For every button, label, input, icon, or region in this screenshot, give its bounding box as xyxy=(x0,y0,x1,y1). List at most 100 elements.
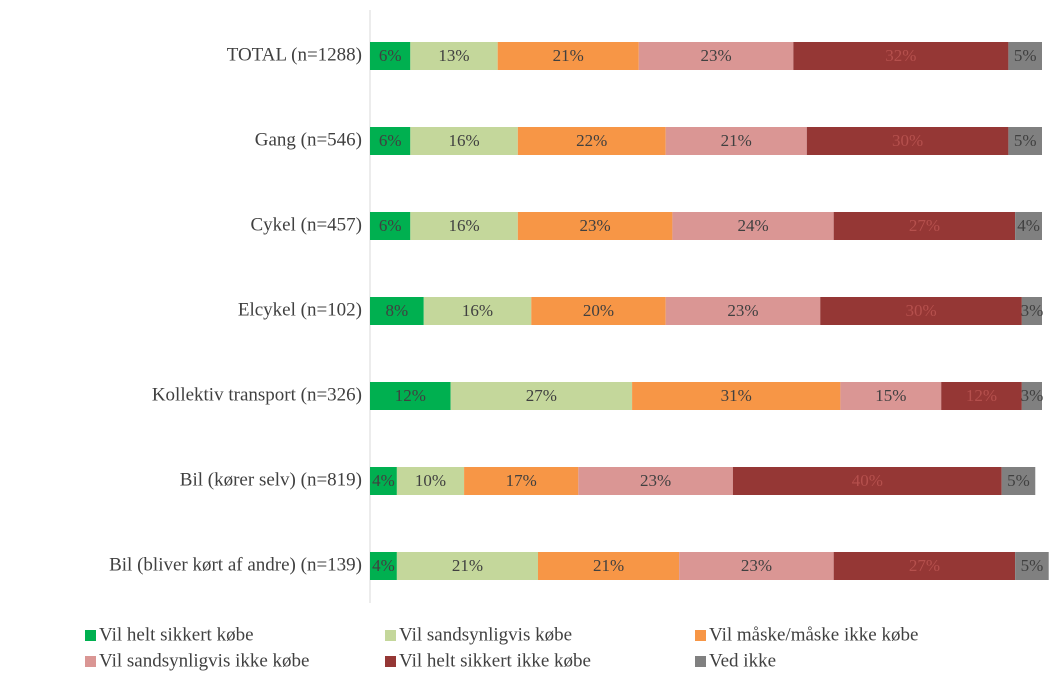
bar-segment xyxy=(833,552,1016,580)
bar-segment xyxy=(1008,42,1042,70)
value-label: 27% xyxy=(909,216,940,235)
bar-segment xyxy=(1015,212,1042,240)
bar-segment xyxy=(450,382,633,410)
value-label: 15% xyxy=(875,386,906,405)
category-label: TOTAL (n=1288) xyxy=(227,44,362,65)
category-label: Cykel (n=457) xyxy=(250,214,362,235)
category-label: Elcykel (n=102) xyxy=(238,299,362,320)
bar-segment xyxy=(464,467,579,495)
bar-segment xyxy=(370,212,411,240)
value-label: 20% xyxy=(583,301,614,320)
category-label: Bil (bliver kørt af andre) (n=139) xyxy=(109,554,362,575)
bar-segment xyxy=(497,42,639,70)
bar-segment xyxy=(396,467,465,495)
bar-segment xyxy=(517,212,673,240)
value-label: 32% xyxy=(885,46,916,65)
value-label: 23% xyxy=(741,556,772,575)
value-label: 6% xyxy=(379,216,402,235)
legend-swatch xyxy=(85,656,96,667)
value-label: 12% xyxy=(966,386,997,405)
bar-segment xyxy=(370,297,424,325)
value-label: 5% xyxy=(1021,556,1044,575)
value-label: 4% xyxy=(372,556,395,575)
value-label: 12% xyxy=(395,386,426,405)
category-label: Bil (kører selv) (n=819) xyxy=(180,469,362,490)
bar-segment xyxy=(531,297,666,325)
bar-segment xyxy=(840,382,942,410)
legend-label: Ved ikke xyxy=(709,650,776,671)
category-label: Kollektiv transport (n=326) xyxy=(152,384,362,405)
bar-segment xyxy=(806,127,1009,155)
value-label: 27% xyxy=(526,386,557,405)
legend-swatch xyxy=(695,630,706,641)
bar-segment xyxy=(793,42,1009,70)
legend-swatch xyxy=(385,656,396,667)
value-label: 5% xyxy=(1014,131,1037,150)
bar-segment xyxy=(410,127,518,155)
value-label: 23% xyxy=(700,46,731,65)
bar-segment xyxy=(578,467,733,495)
value-label: 40% xyxy=(852,471,883,490)
value-label: 27% xyxy=(909,556,940,575)
value-label: 23% xyxy=(580,216,611,235)
bar-segment xyxy=(423,297,532,325)
value-label: 3% xyxy=(1021,301,1044,320)
bar-segment xyxy=(665,297,821,325)
legend-label: Vil helt sikkert ikke købe xyxy=(399,650,591,671)
bar-segment xyxy=(732,467,1002,495)
value-label: 16% xyxy=(448,131,479,150)
value-label: 24% xyxy=(737,216,768,235)
value-label: 21% xyxy=(553,46,584,65)
bar-segment xyxy=(370,552,397,580)
value-label: 30% xyxy=(905,301,936,320)
bar-segment xyxy=(820,297,1022,325)
bar-segment xyxy=(370,42,411,70)
bar-segment xyxy=(370,467,397,495)
bar-segment xyxy=(517,127,666,155)
value-label: 6% xyxy=(379,46,402,65)
legend-swatch xyxy=(695,656,706,667)
value-label: 10% xyxy=(415,471,446,490)
legend-label: Vil sandsynligvis ikke købe xyxy=(99,650,309,671)
bar-segment xyxy=(679,552,834,580)
bar-segment xyxy=(370,382,451,410)
bar-segment xyxy=(833,212,1016,240)
value-label: 16% xyxy=(462,301,493,320)
value-label: 3% xyxy=(1021,386,1044,405)
value-label: 5% xyxy=(1007,471,1030,490)
legend-swatch xyxy=(385,630,396,641)
value-label: 17% xyxy=(506,471,537,490)
bar-segment xyxy=(638,42,794,70)
value-label: 16% xyxy=(448,216,479,235)
bar-segment xyxy=(672,212,834,240)
bar-segment xyxy=(538,552,680,580)
bar-segment xyxy=(396,552,538,580)
value-label: 8% xyxy=(386,301,409,320)
bar-segment xyxy=(410,212,518,240)
bar-segment xyxy=(1021,297,1042,325)
bar-segment xyxy=(1015,552,1049,580)
value-label: 6% xyxy=(379,131,402,150)
bar-segment xyxy=(941,382,1022,410)
value-label: 21% xyxy=(593,556,624,575)
value-label: 30% xyxy=(892,131,923,150)
value-label: 21% xyxy=(721,131,752,150)
bar-segment xyxy=(1021,382,1042,410)
legend-label: Vil sandsynligvis købe xyxy=(399,624,572,645)
bar-segment xyxy=(632,382,841,410)
value-label: 23% xyxy=(727,301,758,320)
category-label: Gang (n=546) xyxy=(255,129,362,150)
value-label: 22% xyxy=(576,131,607,150)
value-label: 31% xyxy=(721,386,752,405)
value-label: 13% xyxy=(438,46,469,65)
value-label: 23% xyxy=(640,471,671,490)
value-label: 5% xyxy=(1014,46,1037,65)
legend-label: Vil måske/måske ikke købe xyxy=(709,624,918,645)
value-label: 21% xyxy=(452,556,483,575)
bar-segment xyxy=(370,127,411,155)
legend-swatch xyxy=(85,630,96,641)
bar-segment xyxy=(1001,467,1036,495)
bar-segment xyxy=(410,42,498,70)
value-label: 4% xyxy=(1017,216,1040,235)
